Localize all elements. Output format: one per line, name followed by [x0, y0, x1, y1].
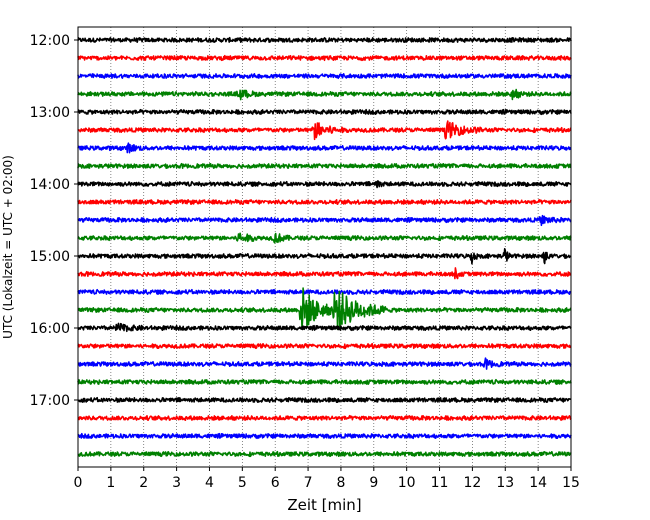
- seismo-trace-1700: [77, 396, 572, 404]
- seismo-trace-1715: [77, 414, 572, 421]
- x-tick-label: 14: [529, 475, 547, 491]
- seismo-trace-1230: [77, 73, 572, 80]
- x-tick-label: 5: [238, 475, 247, 491]
- seismo-trace-1515: [77, 267, 572, 280]
- seismo-trace-1245: [77, 88, 572, 101]
- y-axis-label: UTC (Lokalzeit = UTC + 02:00): [1, 155, 15, 339]
- seismo-trace-1600: [77, 322, 572, 333]
- seismo-trace-1345: [77, 162, 572, 169]
- seismo-trace-1545: [77, 287, 572, 331]
- x-tick-label: 2: [139, 475, 148, 491]
- x-tick-label: 4: [205, 475, 214, 491]
- x-tick-label: 11: [431, 475, 449, 491]
- seismo-trace-1445: [77, 232, 572, 244]
- plot-frame: [77, 26, 572, 468]
- seismo-trace-1400: [77, 180, 572, 189]
- seismo-trace-1300: [77, 108, 572, 116]
- x-tick-label: 3: [172, 475, 181, 491]
- x-tick-label: 10: [398, 475, 416, 491]
- x-tick-label: 0: [74, 475, 83, 491]
- seismo-trace-1215: [77, 54, 572, 62]
- seismo-trace-1645: [77, 378, 572, 385]
- seismo-trace-1745: [77, 450, 572, 458]
- y-tick-label: 14:00: [30, 177, 70, 193]
- x-tick-label: 15: [562, 475, 580, 491]
- y-tick-label: 15:00: [30, 249, 70, 265]
- x-tick-label: 7: [304, 475, 313, 491]
- seismo-trace-1630: [77, 357, 572, 370]
- seismo-trace-1415: [77, 198, 572, 205]
- seismo-trace-1500: [77, 248, 572, 265]
- seismo-trace-1615: [77, 342, 572, 350]
- x-axis-label: Zeit [min]: [287, 496, 361, 514]
- y-tick-label: 12:00: [30, 33, 70, 49]
- seismo-trace-1200: [77, 36, 572, 44]
- seismo-trace-1315: [77, 120, 572, 141]
- x-tick-label: 1: [106, 475, 115, 491]
- x-tick-label: 8: [336, 475, 345, 491]
- seismo-trace-1730: [77, 432, 572, 440]
- seismo-trace-1430: [77, 214, 572, 227]
- seismo-trace-1330: [77, 142, 572, 154]
- y-tick-label: 17:00: [30, 393, 70, 409]
- x-tick-label: 9: [369, 475, 378, 491]
- x-tick-label: 12: [463, 475, 481, 491]
- x-tick-label: 13: [496, 475, 514, 491]
- y-tick-label: 16:00: [30, 321, 70, 337]
- x-axis: 0 1 2 3 4 5 6 7 8 9 10 11 12 13 14 15: [74, 467, 580, 491]
- y-axis: 12:00 13:00 14:00 15:00 16:00 17:00: [30, 33, 78, 409]
- seismo-trace-1530: [77, 288, 572, 296]
- trace-layer: [77, 36, 572, 458]
- grid-layer: [110, 27, 539, 467]
- y-tick-label: 13:00: [30, 105, 70, 121]
- x-tick-label: 6: [271, 475, 280, 491]
